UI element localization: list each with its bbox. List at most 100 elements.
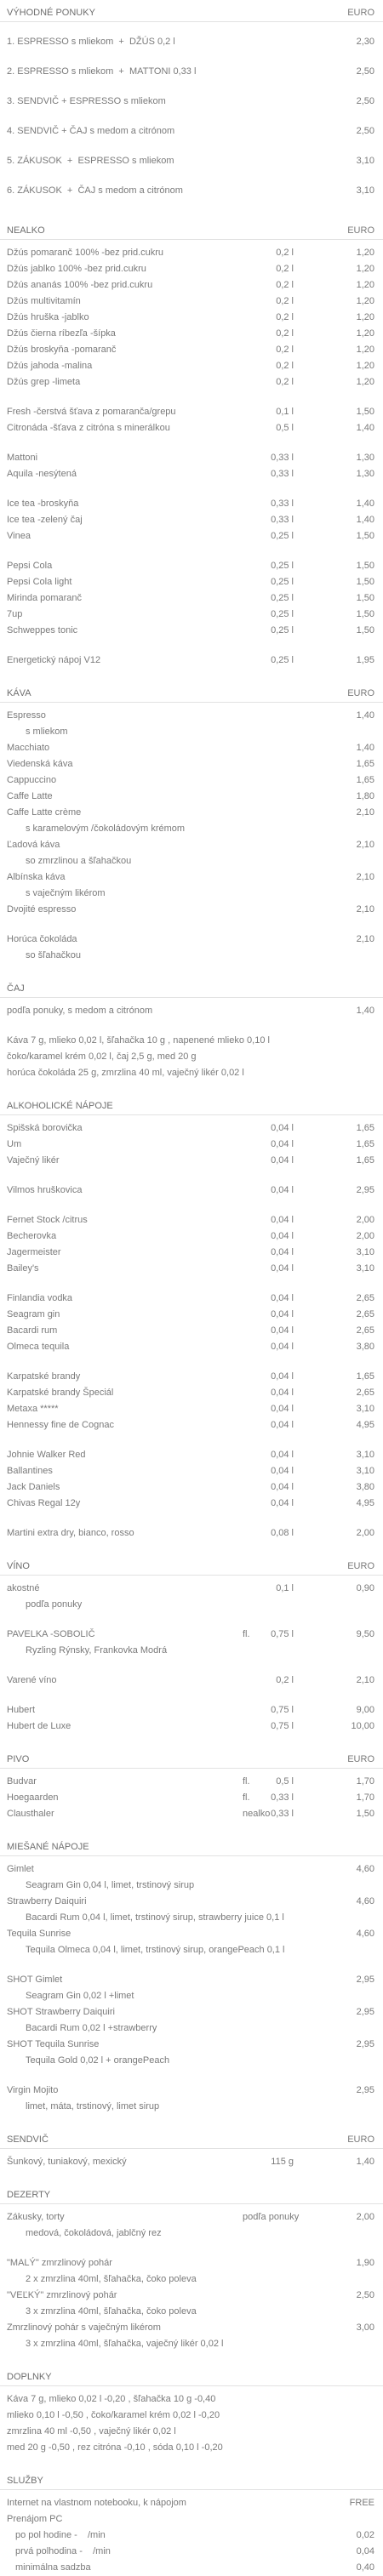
menu-item: zmrzlina 40 ml -0,50 , vaječný likér 0,0…	[0, 2424, 383, 2440]
item-price: 1,65	[356, 759, 374, 769]
item-group: SHOT Gimlet 2,95 Seagram Gin 0,02 l +limet…	[0, 1972, 383, 2069]
item-size: 0,04 l	[271, 1325, 294, 1336]
item-price: 2,00	[356, 2212, 374, 2222]
item-price: 0,02	[356, 2530, 374, 2540]
item-price: 3,10	[356, 1404, 374, 1414]
item-note: so zmrzlinou a šľahačkou	[26, 856, 132, 866]
menu-item: Hubert de Luxe 0,75 l 10,00	[0, 1718, 383, 1735]
currency-label: EURO	[347, 1754, 374, 1764]
item-price: 0,40	[356, 2562, 374, 2573]
item-price: 3,80	[356, 1342, 374, 1352]
menu-item: Zmrzlinový pohár s vaječným likérom 3,00	[0, 2320, 383, 2336]
section-header: ALKOHOLICKÉ NÁPOJE	[0, 1098, 383, 1115]
item-size: 0,33 l	[271, 1809, 294, 1819]
item-note: medová, čokoládová, jablčný rez	[26, 2228, 162, 2238]
item-name: SHOT Gimlet	[7, 1975, 63, 1985]
item-name: Citronáda -šťava z citróna s minerálkou	[7, 423, 170, 433]
item-group: Energetický nápoj V12 0,25 l 1,95	[0, 653, 383, 669]
item-name: 4. SENDVIČ + ČAJ s medom a citrónom	[7, 126, 175, 136]
menu-item: Chivas Regal 12y 0,04 l 4,95	[0, 1496, 383, 1512]
item-price: 1,65	[356, 775, 374, 785]
item-price: 0,90	[356, 1583, 374, 1593]
menu-item: Martini extra dry, bianco, rosso 0,08 l 2,…	[0, 1525, 383, 1542]
item-name: 7up	[7, 609, 23, 619]
menu-item: Citronáda -šťava z citróna s minerálkou 0…	[0, 420, 383, 436]
menu-item: SHOT Strawberry Daiquiri 2,95	[0, 2004, 383, 2020]
item-name: akostné	[7, 1583, 40, 1593]
item-price: 1,40	[356, 1006, 374, 1016]
item-name: Bailey's	[7, 1263, 39, 1274]
item-note: Tequila Olmeca 0,04 l, limet, trstinový …	[26, 1945, 285, 1955]
menu-item: Bailey's 0,04 l 3,10	[0, 1261, 383, 1277]
menu-item: Džús ananás 100% -bez prid.cukru 0,2 l 1,2…	[0, 277, 383, 294]
menu-item: Schweppes tonic 0,25 l 1,50	[0, 623, 383, 639]
section-header: DOPLNKY	[0, 2369, 383, 2386]
item-group: Varené víno 0,2 l 2,10	[0, 1673, 383, 1689]
item-price: 1,30	[356, 469, 374, 479]
item-name: Dvojité espresso	[7, 904, 77, 915]
item-name: Káva 7 g, mlieko 0,02 l, šľahačka 10 g ,…	[7, 1035, 270, 1046]
section-header: VÍNO EURO	[0, 1559, 383, 1576]
item-name: Virgin Mojito	[7, 2085, 59, 2095]
menu-item: Vilmos hruškovica 0,04 l 2,95	[0, 1183, 383, 1199]
item-price: 2,50	[356, 2290, 374, 2300]
menu-item: Espresso 1,40	[0, 708, 383, 724]
item-size: 0,75 l	[271, 1629, 294, 1639]
item-price: 1,30	[356, 453, 374, 463]
item-price: 1,65	[356, 1371, 374, 1382]
item-size: 0,25 l	[271, 561, 294, 571]
item-size: 0,2 l	[276, 345, 294, 355]
item-note: 3 x zmrzlina 40ml, šľahačka, čoko poleva	[26, 2306, 197, 2317]
item-name: čoko/karamel krém 0,02 l, čaj 2,5 g, med…	[7, 1051, 197, 1062]
menu-item: Bacardi rum 0,04 l 2,65	[0, 1323, 383, 1339]
item-price: 3,10	[356, 156, 374, 166]
item-name: Džús jablko 100% -bez prid.cukru	[7, 264, 146, 274]
item-group: Ice tea -broskyňa 0,33 l 1,40 Ice tea -zele…	[0, 496, 383, 544]
item-name: Finlandia vodka	[7, 1293, 73, 1303]
menu-item: Džús jablko 100% -bez prid.cukru 0,2 l 1,2…	[0, 261, 383, 277]
section-title: SENDVIČ	[7, 2134, 49, 2145]
item-name: Caffe Latte	[7, 791, 53, 801]
menu-item: podľa ponuky, s medom a citrónom 1,40	[0, 1003, 383, 1019]
item-name: Macchiato	[7, 743, 50, 753]
item-price: 4,60	[356, 1864, 374, 1874]
item-price: 2,95	[356, 1185, 374, 1195]
item-price: 2,65	[356, 1325, 374, 1336]
item-price: 3,10	[356, 185, 374, 196]
menu-item: Spišská borovička 0,04 l 1,65	[0, 1120, 383, 1137]
item-group: Johnie Walker Red 0,04 l 3,10 Ballantines 0,…	[0, 1447, 383, 1512]
item-name: Ballantines	[7, 1466, 53, 1476]
item-name: 1. ESPRESSO s mliekom + DŽÚS 0,2 l	[7, 37, 175, 47]
item-name: Džús grep -limeta	[7, 377, 81, 387]
menu-item: Džús čierna ríbezľa -šípka 0,2 l 1,20	[0, 326, 383, 342]
item-price: 1,40	[356, 515, 374, 525]
item-size: 0,04 l	[271, 1482, 294, 1492]
item-name: Džús ananás 100% -bez prid.cukru	[7, 280, 153, 290]
item-size: 0,2 l	[276, 361, 294, 371]
item-price: FREE	[349, 2498, 374, 2508]
item-name: Jagermeister	[7, 1247, 61, 1257]
item-price: 1,20	[356, 328, 374, 339]
menu-item: minimálna sadzba 0,40	[0, 2560, 383, 2576]
menu-item: "VEĽKÝ" zmrzlinový pohár 2,50	[0, 2288, 383, 2304]
item-size: 0,25 l	[271, 609, 294, 619]
menu-item: Internet na vlastnom notebooku, k nápojo…	[0, 2495, 383, 2511]
menu-item: Um 0,04 l 1,65	[0, 1137, 383, 1153]
menu-section: ČAJ podľa ponuky, s medom a citrónom 1,40 K…	[0, 981, 383, 1081]
menu-item: Káva 7 g, mlieko 0,02 l -0,20 , šľahačka…	[0, 2391, 383, 2408]
section-title: VÝHODNÉ PONUKY	[7, 8, 95, 18]
item-price: 2,50	[356, 66, 374, 77]
item-size: 0,04 l	[271, 1263, 294, 1274]
item-name: Hubert	[7, 1705, 36, 1715]
section-header: ČAJ	[0, 981, 383, 998]
menu-item: akostné 0,1 l 0,90	[0, 1581, 383, 1597]
item-name: zmrzlina 40 ml -0,50 , vaječný likér 0,0…	[7, 2426, 176, 2436]
item-group: Pepsi Cola 0,25 l 1,50 Pepsi Cola light 0,25…	[0, 558, 383, 639]
item-name: Ice tea -broskyňa	[7, 499, 79, 509]
item-name: Vilmos hruškovica	[7, 1185, 83, 1195]
menu-item: Pepsi Cola light 0,25 l 1,50	[0, 574, 383, 590]
menu-item: Ice tea -zelený čaj 0,33 l 1,40	[0, 512, 383, 528]
item-qualifier: podľa ponuky	[243, 2212, 300, 2222]
item-size: 0,2 l	[276, 377, 294, 387]
